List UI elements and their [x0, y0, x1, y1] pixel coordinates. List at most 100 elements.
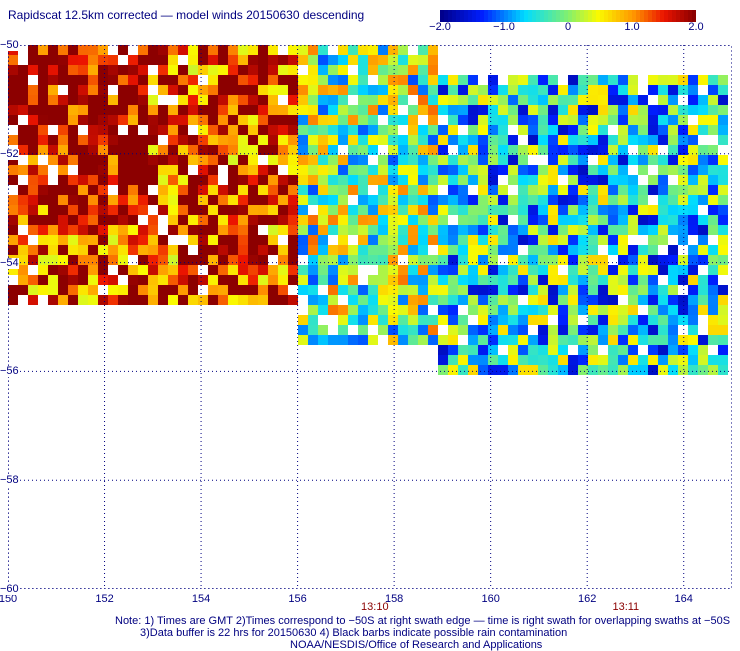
- note-line-2: 3)Data buffer is 22 hrs for 20150630 4) …: [140, 627, 568, 639]
- heatmap-cell: [668, 165, 678, 175]
- heatmap-cell: [688, 205, 698, 215]
- heatmap-cell: [278, 175, 288, 185]
- heatmap-cell: [218, 285, 228, 295]
- colorbar-segment: [604, 10, 608, 22]
- heatmap-cell: [678, 105, 688, 115]
- heatmap-cell: [418, 235, 428, 245]
- heatmap-cell: [48, 155, 58, 165]
- heatmap-cell: [508, 85, 518, 95]
- heatmap-cell: [408, 135, 418, 145]
- heatmap-cell: [648, 335, 658, 345]
- heatmap-cell: [178, 115, 188, 125]
- heatmap-cell: [308, 245, 318, 255]
- heatmap-cell: [608, 185, 618, 195]
- heatmap-cell: [638, 335, 648, 345]
- heatmap-cell: [58, 145, 68, 155]
- heatmap-cell: [98, 165, 108, 175]
- heatmap-cell: [218, 115, 228, 125]
- colorbar-segment: [576, 10, 580, 22]
- heatmap-cell: [218, 155, 228, 165]
- heatmap-cell: [318, 45, 328, 55]
- heatmap-cell: [708, 155, 718, 165]
- heatmap-cell: [468, 175, 478, 185]
- heatmap-cell: [328, 265, 338, 275]
- heatmap-cell: [88, 285, 98, 295]
- heatmap-cell: [308, 255, 318, 265]
- heatmap-cell: [568, 95, 578, 105]
- heatmap-cell: [108, 165, 118, 175]
- heatmap-cell: [38, 65, 48, 75]
- heatmap-cell: [718, 175, 728, 185]
- heatmap-cell: [388, 265, 398, 275]
- heatmap-cell: [368, 225, 378, 235]
- heatmap-cell: [648, 255, 658, 265]
- heatmap-cell: [428, 195, 438, 205]
- heatmap-cell: [398, 155, 408, 165]
- heatmap-cell: [678, 85, 688, 95]
- heatmap-cell: [408, 185, 418, 195]
- heatmap-cell: [178, 175, 188, 185]
- heatmap-cell: [618, 105, 628, 115]
- heatmap-cell: [38, 275, 48, 285]
- heatmap-cell: [698, 335, 708, 345]
- heatmap-cell: [398, 205, 408, 215]
- heatmap-cell: [188, 295, 198, 305]
- heatmap-cell: [588, 355, 598, 365]
- heatmap-cell: [638, 225, 648, 235]
- heatmap-cell: [398, 295, 408, 305]
- heatmap-cell: [228, 175, 238, 185]
- heatmap-cell: [158, 165, 168, 175]
- heatmap-cell: [118, 145, 128, 155]
- heatmap-cell: [288, 195, 298, 205]
- heatmap-cell: [668, 295, 678, 305]
- heatmap-cell: [198, 145, 208, 155]
- heatmap-cell: [558, 355, 568, 365]
- heatmap-cell: [68, 265, 78, 275]
- heatmap-cell: [268, 65, 278, 75]
- heatmap-cell: [58, 265, 68, 275]
- heatmap-cell: [48, 245, 58, 255]
- heatmap-cell: [388, 105, 398, 115]
- heatmap-cell: [48, 205, 58, 215]
- heatmap-cell: [378, 235, 388, 245]
- heatmap-cell: [488, 115, 498, 125]
- heatmap-cell: [508, 75, 518, 85]
- heatmap-cell: [458, 75, 468, 85]
- heatmap-cell: [568, 245, 578, 255]
- heatmap-cell: [388, 215, 398, 225]
- heatmap-cell: [278, 185, 288, 195]
- heatmap-cell: [628, 345, 638, 355]
- heatmap-cell: [528, 115, 538, 125]
- heatmap-cell: [698, 185, 708, 195]
- heatmap-cell: [88, 175, 98, 185]
- heatmap-cell: [348, 165, 358, 175]
- heatmap-cell: [538, 115, 548, 125]
- heatmap-cell: [88, 255, 98, 265]
- heatmap-cell: [608, 335, 618, 345]
- heatmap-cell: [558, 205, 568, 215]
- heatmap-cell: [638, 135, 648, 145]
- heatmap-cell: [408, 85, 418, 95]
- heatmap-cell: [68, 125, 78, 135]
- heatmap-cell: [428, 205, 438, 215]
- heatmap-cell: [568, 165, 578, 175]
- heatmap-cell: [278, 145, 288, 155]
- heatmap-cell: [688, 295, 698, 305]
- heatmap-cell: [578, 265, 588, 275]
- heatmap-cell: [288, 295, 298, 305]
- colorbar-segment: [444, 10, 448, 22]
- heatmap-cell: [598, 285, 608, 295]
- heatmap-cell: [278, 205, 288, 215]
- heatmap-cell: [678, 165, 688, 175]
- heatmap-cell: [358, 215, 368, 225]
- heatmap-cell: [428, 65, 438, 75]
- heatmap-cell: [378, 195, 388, 205]
- heatmap-cell: [138, 165, 148, 175]
- heatmap-cell: [98, 135, 108, 145]
- heatmap-cell: [538, 85, 548, 95]
- heatmap-cell: [458, 275, 468, 285]
- heatmap-cell: [378, 85, 388, 95]
- heatmap-cell: [28, 125, 38, 135]
- heatmap-cell: [498, 135, 508, 145]
- heatmap-cell: [58, 55, 68, 65]
